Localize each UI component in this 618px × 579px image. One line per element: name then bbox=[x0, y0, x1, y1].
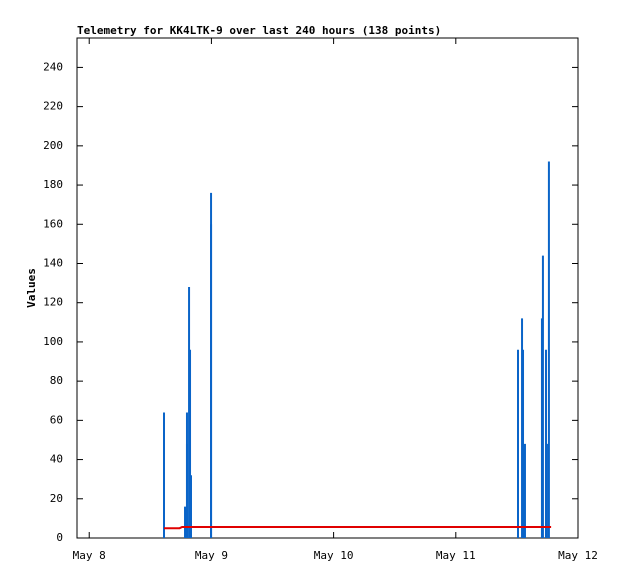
y-tick-label: 220 bbox=[43, 100, 63, 113]
y-tick-label: 20 bbox=[50, 492, 63, 505]
y-tick-label: 200 bbox=[43, 139, 63, 152]
y-tick-label: 240 bbox=[43, 60, 63, 73]
y-tick-label: 140 bbox=[43, 256, 63, 269]
x-tick-label: May 9 bbox=[195, 549, 228, 562]
x-tick-label: May 11 bbox=[436, 549, 476, 562]
y-tick-label: 180 bbox=[43, 178, 63, 191]
y-axis-label: Values bbox=[25, 268, 38, 308]
y-tick-label: 0 bbox=[56, 531, 63, 544]
y-tick-label: 80 bbox=[50, 374, 63, 387]
y-tick-label: 100 bbox=[43, 335, 63, 348]
series-line bbox=[164, 526, 552, 530]
y-tick-label: 60 bbox=[50, 413, 63, 426]
plot-frame bbox=[76, 37, 579, 539]
y-tick-label: 160 bbox=[43, 217, 63, 230]
x-tick-label: May 12 bbox=[558, 549, 598, 562]
x-tick-label: May 10 bbox=[314, 549, 354, 562]
y-tick-label: 120 bbox=[43, 296, 63, 309]
x-tick-label: May 8 bbox=[73, 549, 106, 562]
y-tick-label: 40 bbox=[50, 453, 63, 466]
chart-title: Telemetry for KK4LTK-9 over last 240 hou… bbox=[77, 24, 441, 37]
